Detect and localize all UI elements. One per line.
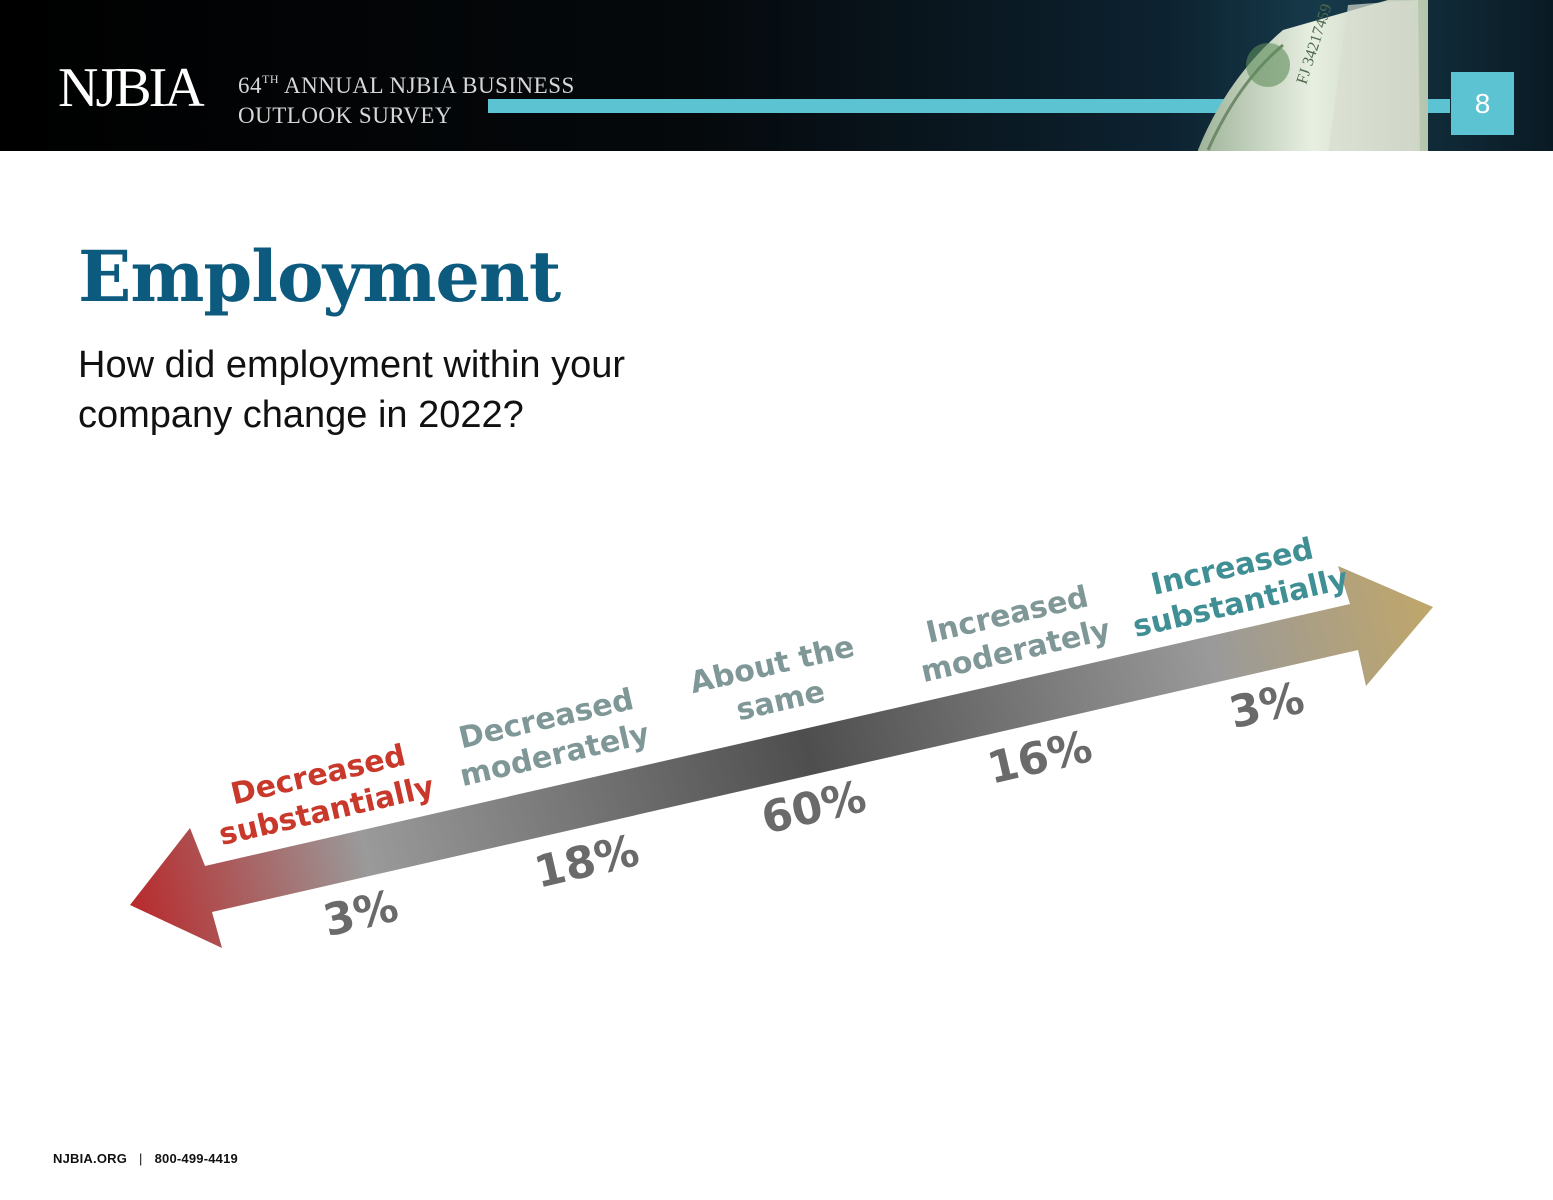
footer-website: NJBIA.ORG: [53, 1151, 128, 1166]
value-label-5: 3%: [1225, 673, 1309, 739]
slide-title: Employment: [78, 235, 561, 318]
njbia-logo: NJBIA: [58, 57, 205, 119]
footer: NJBIA.ORG | 800-499-4419: [53, 1151, 238, 1166]
survey-line2: OUTLOOK SURVEY: [238, 103, 453, 128]
header-banner: NJBIA 64TH ANNUAL NJBIA BUSINESS OUTLOOK…: [0, 0, 1553, 151]
survey-line1-text: ANNUAL NJBIA BUSINESS: [279, 73, 575, 98]
survey-line1-number: 64: [238, 73, 262, 98]
value-label-1: 3%: [319, 881, 403, 947]
survey-title: 64TH ANNUAL NJBIA BUSINESS OUTLOOK SURVE…: [238, 64, 575, 131]
survey-line1-superscript: TH: [262, 72, 279, 86]
footer-separator: |: [139, 1151, 143, 1166]
double-arrow-scale: [130, 566, 1433, 948]
header-accent-line: [488, 99, 1450, 113]
value-label-2: 18%: [530, 825, 644, 898]
money-roll-image: FJ 34217459: [1198, 0, 1428, 151]
footer-phone: 800-499-4419: [154, 1151, 238, 1166]
slide-subtitle: How did employment within your company c…: [78, 344, 626, 436]
page-number-badge: 8: [1451, 72, 1514, 135]
value-label-4: 16%: [983, 721, 1097, 794]
